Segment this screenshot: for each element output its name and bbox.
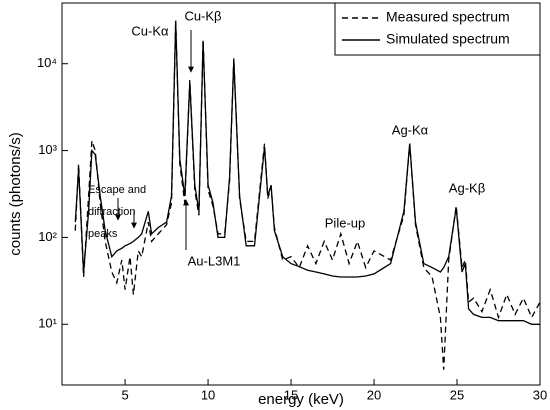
annotation: Au-L3M1 — [188, 253, 241, 268]
legend-label: Measured spectrum — [386, 9, 510, 25]
annotation: Ag-Kβ — [449, 180, 485, 195]
y-tick-label: 10² — [38, 229, 57, 244]
annotation: Escape and — [88, 184, 146, 196]
y-tick-label: 10³ — [38, 142, 57, 157]
series-line — [74, 19, 541, 370]
x-tick-label: 5 — [121, 387, 128, 402]
x-tick-label: 20 — [367, 387, 381, 402]
x-tick-label: 30 — [533, 387, 547, 402]
y-axis-label: counts (photons/s) — [7, 132, 24, 255]
x-tick-label: 15 — [284, 387, 298, 402]
y-tick-label: 10¹ — [38, 316, 57, 331]
series-line — [74, 22, 540, 325]
annotation: Cu-Kβ — [184, 8, 221, 23]
legend-label: Simulated spectrum — [386, 31, 510, 47]
plot-frame — [61, 2, 541, 386]
legend — [334, 2, 541, 56]
annotation: Pile-up — [325, 215, 365, 230]
y-tick-label: 10⁴ — [37, 55, 57, 70]
annotation: peaks — [88, 228, 118, 240]
annotation: diffraction — [88, 206, 136, 218]
x-axis-label: energy (keV) — [258, 391, 344, 408]
annotation: Cu-Kα — [131, 23, 169, 38]
x-tick-label: 25 — [450, 387, 464, 402]
annotation: Ag-Kα — [392, 122, 429, 137]
x-tick-label: 10 — [201, 387, 215, 402]
